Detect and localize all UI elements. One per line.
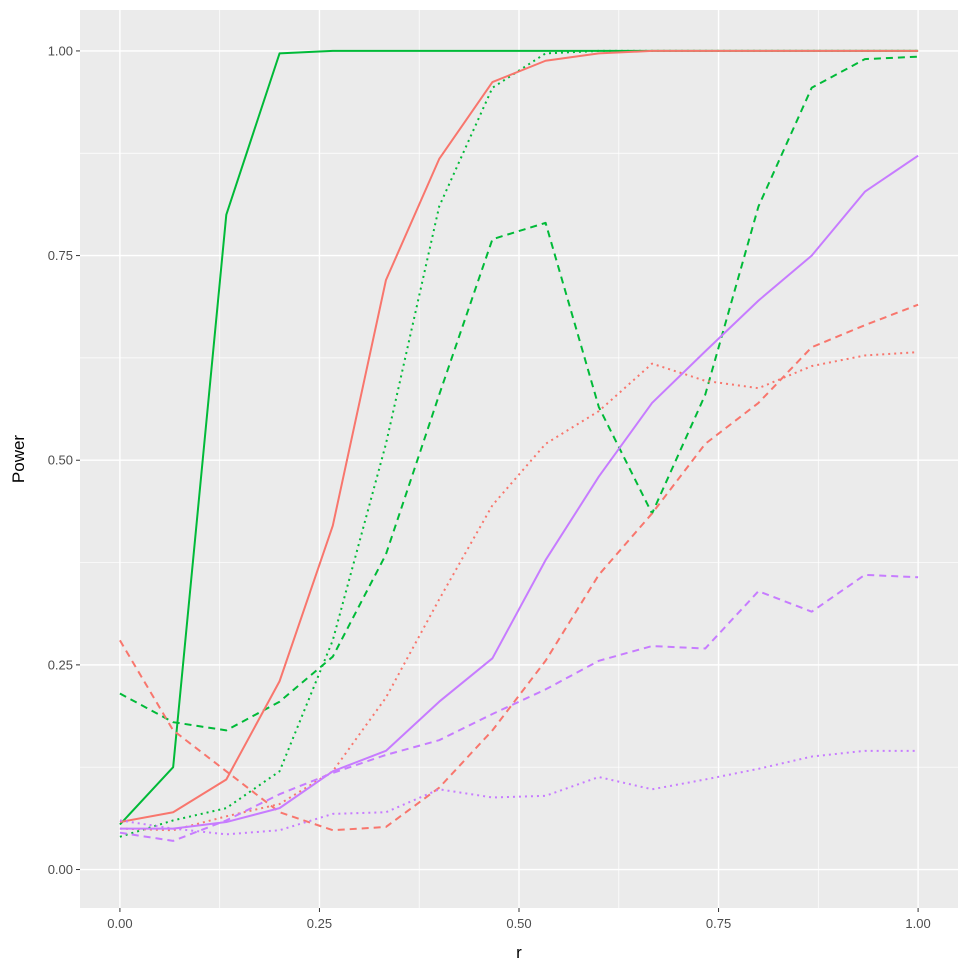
y-tick-label: 1.00 — [48, 43, 73, 58]
series-line-8 — [119, 573, 919, 842]
series-lines — [119, 49, 919, 842]
series-line-7 — [119, 154, 919, 830]
y-axis: 0.00 0.25 0.50 0.75 1.00 — [48, 43, 80, 877]
y-tick-label: 0.75 — [48, 248, 73, 263]
x-tick-label: 0.00 — [107, 916, 132, 931]
major-gridlines — [80, 10, 958, 908]
x-axis-title: r — [516, 943, 522, 962]
y-tick-label: 0.50 — [48, 453, 73, 468]
x-tick-label: 0.75 — [706, 916, 731, 931]
y-tick-label: 0.25 — [48, 657, 73, 672]
series-line-5 — [119, 351, 919, 832]
series-line-6 — [119, 303, 919, 832]
x-axis: 0.00 0.25 0.50 0.75 1.00 — [107, 908, 931, 931]
x-tick-label: 0.25 — [307, 916, 332, 931]
series-line-3 — [119, 55, 919, 732]
y-tick-label: 0.00 — [48, 862, 73, 877]
x-tick-label: 0.50 — [506, 916, 531, 931]
series-line-9 — [119, 749, 919, 836]
series-line-4 — [119, 49, 919, 824]
x-tick-label: 1.00 — [905, 916, 930, 931]
y-axis-title: Power — [9, 435, 28, 484]
